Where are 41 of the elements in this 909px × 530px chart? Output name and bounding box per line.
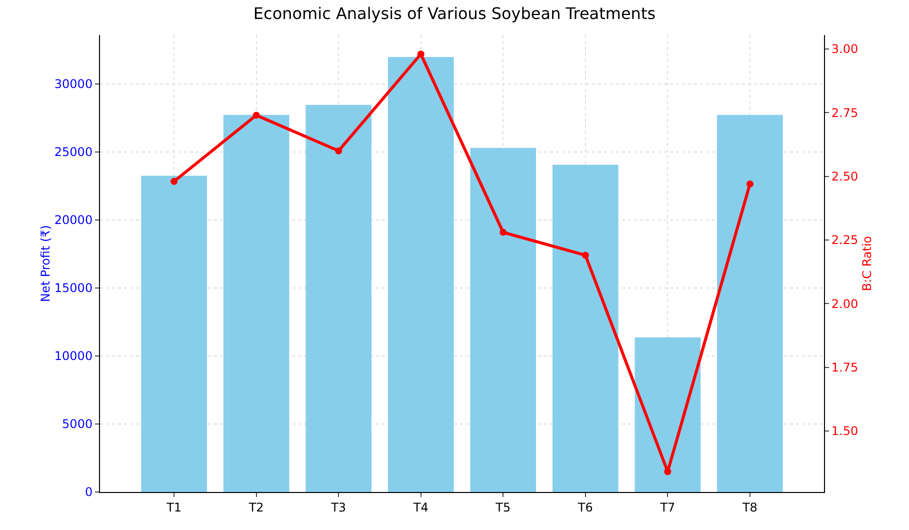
bar: [552, 164, 618, 492]
y2-tick-label: 3.00: [831, 42, 858, 56]
point: [252, 112, 260, 119]
y-axis-title: Net Profit (₹): [38, 225, 52, 302]
x-tick-label: T5: [494, 500, 511, 514]
y2-axis-title: B:C Ratio: [860, 236, 874, 292]
x-tick-label: T8: [741, 500, 758, 514]
bar: [717, 114, 783, 492]
y-tick-label: 0: [84, 485, 93, 500]
bar: [470, 148, 536, 492]
bar: [306, 104, 372, 492]
point: [664, 468, 672, 476]
x-tick-label: T4: [412, 500, 428, 514]
bar: [388, 57, 454, 492]
y-tick-label: 5000: [62, 417, 93, 432]
bar: [141, 176, 207, 492]
x-tick-label: T1: [166, 500, 182, 514]
point: [582, 252, 589, 259]
point: [500, 228, 507, 236]
y-tick-label: 20000: [54, 213, 93, 228]
point: [335, 147, 342, 154]
y2-tick-label: 2.00: [831, 296, 858, 311]
y-tick-label: 25000: [54, 145, 93, 160]
bar: [634, 337, 701, 492]
x-tick-label: T2: [248, 500, 264, 514]
y2-tick-label: 1.75: [831, 360, 858, 374]
y2-tick-label: 2.25: [831, 233, 858, 248]
y2-tick-label: 2.50: [831, 170, 858, 184]
point: [746, 180, 754, 188]
y-tick-label: 10000: [54, 349, 93, 364]
point: [170, 178, 178, 185]
y2-tick-label: 1.50: [831, 424, 858, 438]
chart-title: Economic Analysis of Various Soybean Treatments: [253, 4, 656, 24]
y2-tick-label: 2.75: [831, 106, 858, 120]
y-tick-label: 15000: [54, 281, 93, 296]
bar: [223, 114, 290, 492]
point: [417, 50, 424, 58]
x-tick-label: T6: [576, 500, 593, 514]
x-tick-label: T7: [659, 500, 676, 514]
y-tick-label: 30000: [54, 77, 93, 92]
x-tick-label: T3: [330, 500, 346, 514]
